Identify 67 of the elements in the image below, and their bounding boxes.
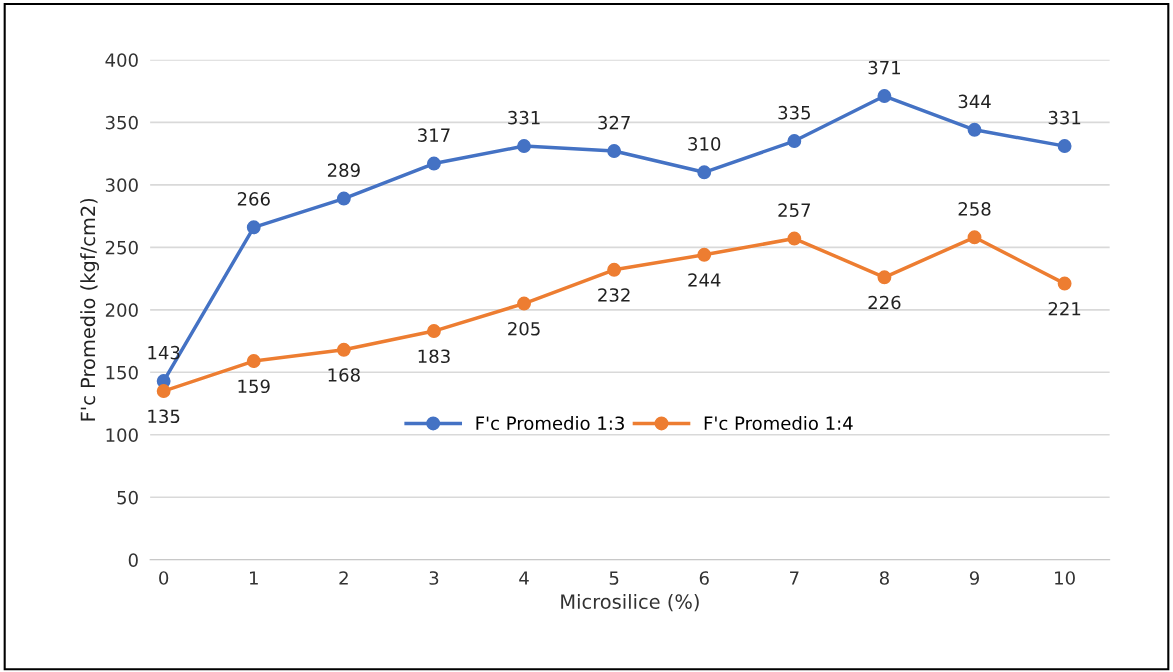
point xyxy=(787,134,802,148)
point xyxy=(877,270,892,285)
data-label: 310 xyxy=(688,137,721,151)
point xyxy=(967,230,982,245)
point xyxy=(336,191,351,206)
data-label: 226 xyxy=(868,295,901,310)
point xyxy=(517,296,531,311)
data-label: 221 xyxy=(1048,301,1081,316)
point xyxy=(517,139,531,153)
x-axis-title: Microsilice (%) xyxy=(561,593,699,612)
x-tick-label: 5 xyxy=(609,571,619,585)
legend-label: F'c Promedio 1:3 xyxy=(476,416,624,431)
legend-label: F'c Promedio 1:4 xyxy=(704,416,853,431)
x-tick-label: 9 xyxy=(969,571,979,585)
data-label: 135 xyxy=(148,409,180,424)
point xyxy=(697,247,712,262)
x-tick-label: 3 xyxy=(429,571,439,585)
x-tick-label: 4 xyxy=(519,571,529,585)
y-tick-label: 200 xyxy=(105,303,138,317)
x-tick-label: 10 xyxy=(1055,571,1075,585)
y-tick-label: 300 xyxy=(105,178,138,192)
data-label: 159 xyxy=(238,379,270,394)
point xyxy=(1057,276,1072,291)
x-tick-label: 2 xyxy=(339,571,348,585)
point xyxy=(697,165,712,180)
y-tick-label: 0 xyxy=(128,553,138,567)
data-label: 371 xyxy=(868,60,900,75)
y-tick-label: 350 xyxy=(105,115,138,130)
y-tick-label: 400 xyxy=(105,53,138,67)
data-label: 244 xyxy=(688,273,721,287)
x-tick-label: 0 xyxy=(159,571,169,585)
x-tick-label: 8 xyxy=(879,571,889,585)
x-tick-label: 7 xyxy=(790,571,799,585)
point xyxy=(246,354,261,368)
data-label: 335 xyxy=(778,105,810,120)
point xyxy=(336,342,351,357)
point xyxy=(1057,139,1072,153)
data-label: 232 xyxy=(598,288,630,302)
y-tick-label: 250 xyxy=(105,240,138,255)
point xyxy=(607,144,622,158)
y-axis-title: F'c Promedio (kgf/cm2) xyxy=(80,198,100,421)
data-label: 205 xyxy=(508,321,540,336)
point xyxy=(246,220,261,235)
y-tick-label: 150 xyxy=(106,365,138,380)
point xyxy=(967,122,982,137)
data-label: 168 xyxy=(328,368,360,382)
point xyxy=(426,156,441,171)
y-tick-label: 50 xyxy=(117,490,138,505)
y-tick-label: 100 xyxy=(106,428,138,442)
data-label: 143 xyxy=(148,345,180,360)
data-label: 266 xyxy=(237,192,270,206)
point xyxy=(156,384,171,398)
data-label: 289 xyxy=(327,163,360,177)
data-label: 317 xyxy=(418,128,450,142)
data-label: 327 xyxy=(598,115,630,130)
x-tick-label: 1 xyxy=(249,571,258,585)
point xyxy=(426,324,441,338)
data-label: 257 xyxy=(778,203,811,217)
point xyxy=(787,231,802,246)
point xyxy=(607,262,622,277)
data-label: 258 xyxy=(958,202,991,216)
data-label: 344 xyxy=(958,94,991,109)
data-label: 331 xyxy=(1048,110,1081,125)
data-label: 183 xyxy=(418,349,450,364)
point xyxy=(877,89,892,104)
data-label: 331 xyxy=(508,110,540,125)
x-tick-label: 6 xyxy=(699,571,709,585)
